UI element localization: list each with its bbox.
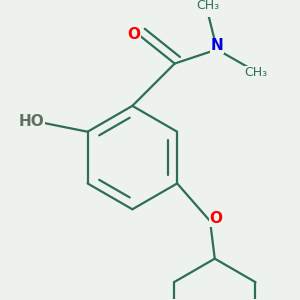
Text: O: O xyxy=(209,211,222,226)
Text: O: O xyxy=(127,27,140,42)
Text: N: N xyxy=(211,38,224,53)
Text: HO: HO xyxy=(18,114,44,129)
Text: CH₃: CH₃ xyxy=(196,0,219,13)
Text: CH₃: CH₃ xyxy=(244,67,267,80)
